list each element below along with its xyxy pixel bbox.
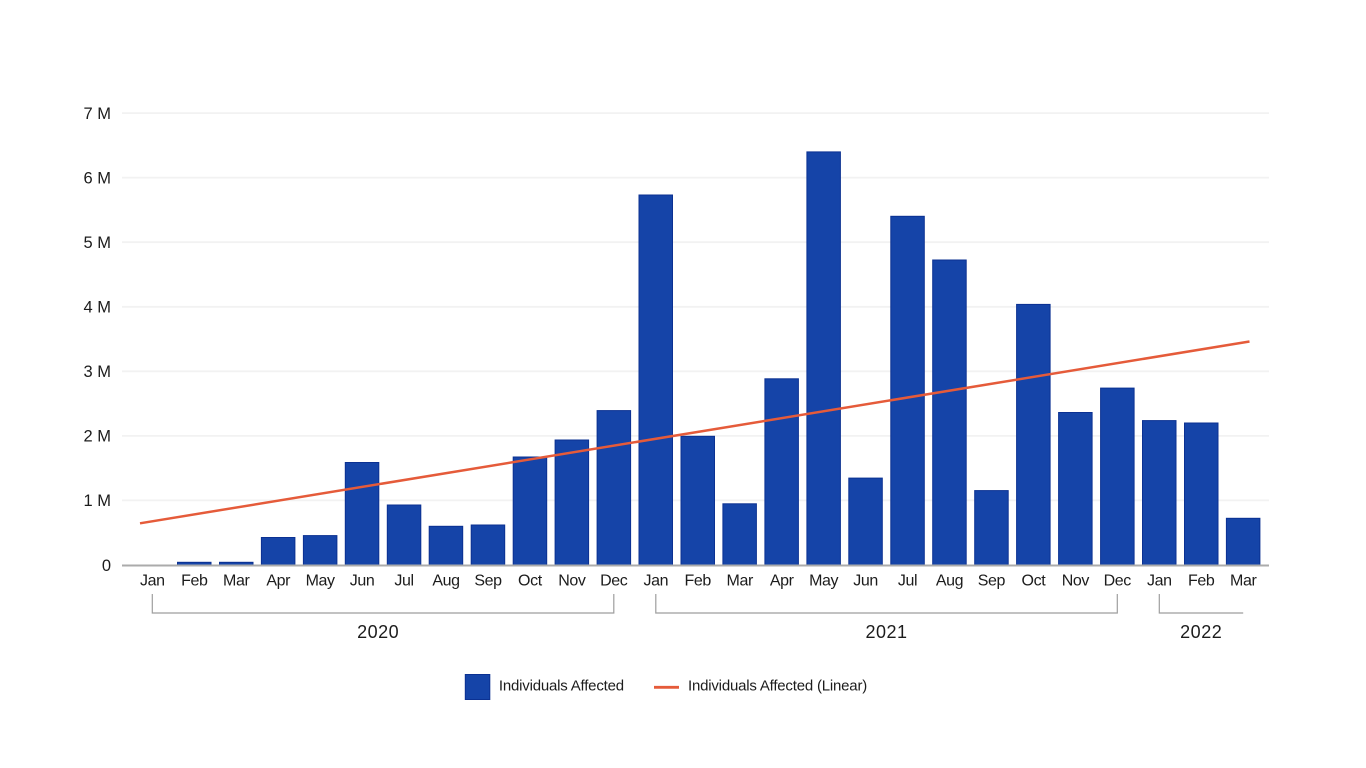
svg-text:Mar: Mar (1230, 573, 1257, 590)
svg-text:Jul: Jul (394, 573, 413, 590)
svg-text:3 M: 3 M (83, 363, 111, 381)
svg-text:6 M: 6 M (83, 169, 111, 187)
svg-text:Jan: Jan (643, 573, 668, 590)
svg-text:1 M: 1 M (83, 492, 111, 510)
svg-text:Jun: Jun (853, 573, 878, 590)
svg-text:Jan: Jan (1147, 573, 1172, 590)
svg-text:Individuals Affected (Linear): Individuals Affected (Linear) (688, 677, 867, 694)
svg-text:Jul: Jul (898, 573, 917, 590)
svg-text:Nov: Nov (558, 573, 586, 590)
svg-text:5 M: 5 M (83, 234, 111, 252)
svg-text:Nov: Nov (1062, 573, 1090, 590)
svg-text:4 M: 4 M (83, 299, 111, 317)
svg-text:Mar: Mar (223, 573, 250, 590)
svg-text:Sep: Sep (474, 573, 502, 590)
svg-text:Apr: Apr (266, 573, 291, 590)
svg-text:Oct: Oct (1022, 573, 1047, 590)
svg-text:Sep: Sep (978, 573, 1006, 590)
svg-text:May: May (306, 573, 335, 590)
svg-text:2020: 2020 (357, 622, 399, 642)
svg-text:Mar: Mar (727, 573, 754, 590)
svg-text:Individuals Affected: Individuals Affected (499, 677, 624, 694)
svg-text:Aug: Aug (432, 573, 459, 590)
svg-text:Feb: Feb (181, 573, 208, 590)
svg-text:Feb: Feb (685, 573, 712, 590)
svg-text:Aug: Aug (936, 573, 963, 590)
svg-text:Dec: Dec (1104, 573, 1132, 590)
svg-text:Oct: Oct (518, 573, 543, 590)
svg-text:0: 0 (102, 557, 111, 575)
svg-text:May: May (809, 573, 838, 590)
svg-text:2 M: 2 M (83, 428, 111, 446)
svg-text:2022: 2022 (1180, 622, 1222, 642)
svg-text:Feb: Feb (1188, 573, 1215, 590)
svg-text:Apr: Apr (770, 573, 795, 590)
svg-text:7 M: 7 M (83, 105, 111, 123)
svg-text:Dec: Dec (600, 573, 628, 590)
svg-text:Jun: Jun (350, 573, 375, 590)
svg-text:2021: 2021 (865, 622, 907, 642)
svg-text:Jan: Jan (140, 573, 165, 590)
